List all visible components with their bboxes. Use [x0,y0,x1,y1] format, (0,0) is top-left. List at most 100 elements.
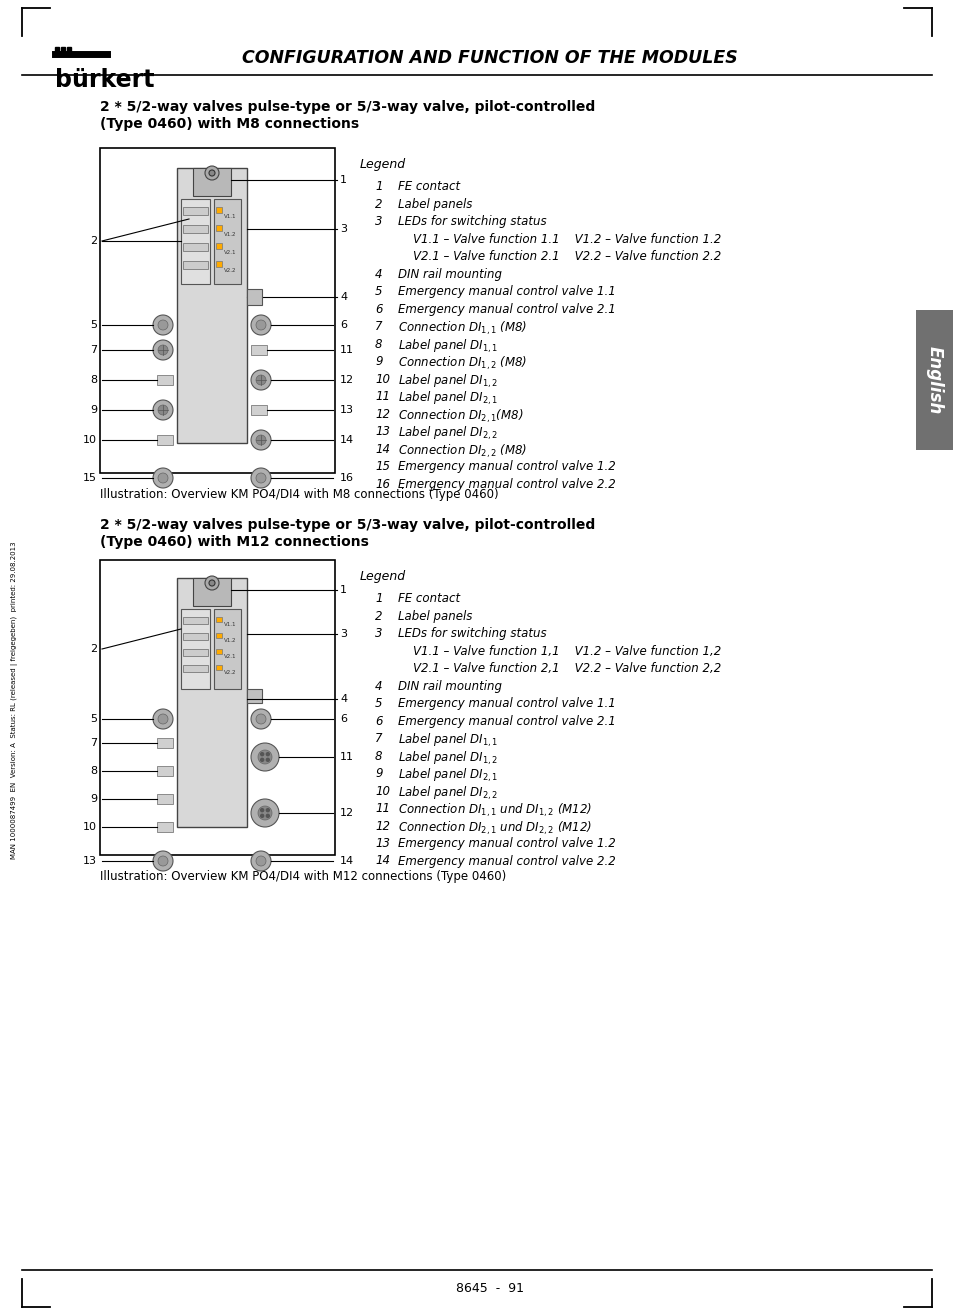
Text: 10: 10 [375,372,390,385]
Text: V1.2: V1.2 [224,231,236,237]
Text: Label panel DI$_{1,2}$: Label panel DI$_{1,2}$ [397,750,497,767]
Text: 9: 9 [90,405,97,416]
Bar [67,47,71,51]
Text: 12: 12 [339,807,354,818]
Circle shape [251,851,271,871]
Circle shape [251,468,271,488]
Bar [215,650,222,654]
Circle shape [255,435,266,444]
Circle shape [260,814,263,818]
Text: 2 * 5/2-way valves pulse-type or 5/3-way valve, pilot-controlled: 2 * 5/2-way valves pulse-type or 5/3-way… [100,100,595,114]
Text: V1.2: V1.2 [224,638,236,643]
Text: FE contact: FE contact [397,180,459,193]
Text: 15: 15 [375,460,390,473]
Text: Label panels: Label panels [397,609,472,622]
Circle shape [158,345,168,355]
Text: 10: 10 [83,822,97,832]
Text: (Type 0460) with M8 connections: (Type 0460) with M8 connections [100,117,358,132]
Text: Emergency manual control valve 2.2: Emergency manual control valve 2.2 [397,855,615,868]
Bar [100,560,335,855]
Bar [193,579,231,606]
Circle shape [266,814,269,818]
Circle shape [255,473,266,483]
Circle shape [152,851,172,871]
Text: 13: 13 [375,838,390,849]
Text: 5: 5 [90,714,97,725]
Circle shape [251,316,271,335]
Text: V1.1: V1.1 [224,622,236,626]
Text: FE contact: FE contact [397,592,459,605]
Text: LEDs for switching status: LEDs for switching status [397,214,546,227]
Text: Emergency manual control valve 2.1: Emergency manual control valve 2.1 [397,714,615,727]
Bar [183,633,208,640]
Text: 12: 12 [375,408,390,421]
Text: Label panel DI$_{2,2}$: Label panel DI$_{2,2}$ [397,785,497,802]
Bar [183,617,208,625]
Bar [183,243,208,251]
Text: 16: 16 [375,477,390,490]
Circle shape [205,166,219,180]
Circle shape [152,468,172,488]
Text: 12: 12 [339,375,354,385]
Text: V2.2: V2.2 [224,267,236,272]
Circle shape [255,714,266,725]
Text: 11: 11 [375,802,390,815]
Text: 11: 11 [339,345,354,355]
Text: 13: 13 [375,425,390,438]
Bar [157,767,172,776]
Bar [157,794,172,803]
Text: MAN 1000087499  EN  Version: A  Status: RL (released | freigegeben)  printed: 29: MAN 1000087499 EN Version: A Status: RL … [11,542,18,859]
Text: 3: 3 [375,627,382,640]
Text: 9: 9 [90,794,97,803]
Bar [183,665,208,672]
Text: 5: 5 [375,697,382,710]
Text: 14: 14 [339,856,354,867]
Text: 4: 4 [375,680,382,693]
Circle shape [251,743,278,771]
Circle shape [209,170,214,176]
Circle shape [251,800,278,827]
Bar [55,47,59,51]
Circle shape [255,856,266,867]
Bar [215,260,222,267]
Circle shape [152,400,172,419]
Text: 7: 7 [375,320,382,333]
Bar [247,689,262,704]
Circle shape [257,750,272,764]
Bar [215,206,222,213]
Text: 14: 14 [339,435,354,444]
Text: 6: 6 [339,714,347,725]
Text: 2: 2 [90,644,97,654]
Text: Emergency manual control valve 2.2: Emergency manual control valve 2.2 [397,477,615,490]
Bar [215,633,222,638]
Bar [61,47,65,51]
Text: 4: 4 [339,292,347,302]
Text: Connection DI$_{2,2}$ (M8): Connection DI$_{2,2}$ (M8) [397,443,527,460]
Circle shape [266,752,269,756]
Text: V2.1 – Valve function 2,1    V2.2 – Valve function 2,2: V2.1 – Valve function 2,1 V2.2 – Valve f… [397,661,720,675]
Text: V2.1 – Valve function 2.1    V2.2 – Valve function 2.2: V2.1 – Valve function 2.1 V2.2 – Valve f… [397,250,720,263]
Text: 1: 1 [339,175,347,185]
Circle shape [255,375,266,385]
Text: 1: 1 [375,592,382,605]
Text: 4: 4 [339,694,347,704]
Circle shape [158,320,168,330]
Text: Illustration: Overview KM PO4/DI4 with M12 connections (Type 0460): Illustration: Overview KM PO4/DI4 with M… [100,871,506,882]
Bar [251,405,267,416]
Text: Label panel DI$_{2,2}$: Label panel DI$_{2,2}$ [397,425,497,442]
Bar [183,225,208,233]
Bar [213,199,241,284]
Text: 6: 6 [375,302,382,316]
Bar [183,206,208,214]
Text: 3: 3 [339,629,347,639]
Bar [213,609,241,689]
Text: 6: 6 [339,320,347,330]
Text: 13: 13 [83,856,97,867]
Text: 2: 2 [375,609,382,622]
Text: V2.1: V2.1 [224,250,236,255]
Circle shape [158,405,168,416]
Circle shape [209,580,214,586]
Text: DIN rail mounting: DIN rail mounting [397,267,501,280]
Bar [183,260,208,270]
Circle shape [158,473,168,483]
